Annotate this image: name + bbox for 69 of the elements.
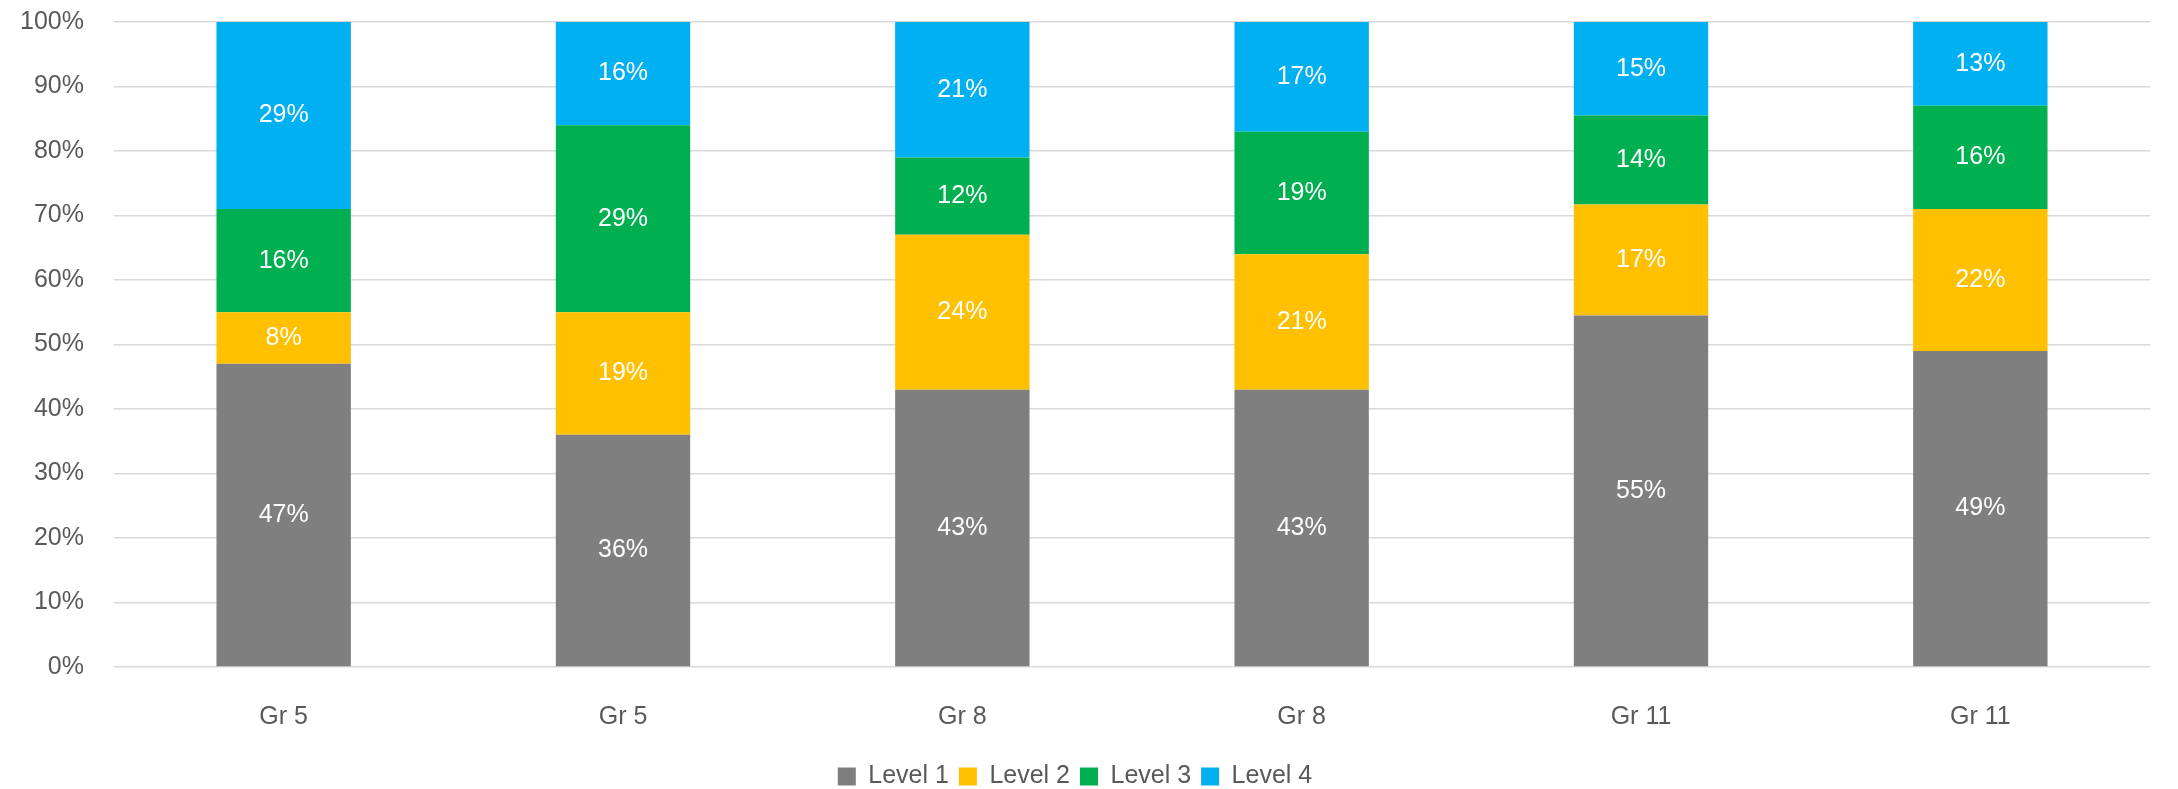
data-label: 13% (1955, 47, 2006, 76)
x-tick-label: Gr 8 (1277, 700, 1326, 729)
bar (1234, 131, 1369, 255)
bar (1573, 204, 1709, 316)
y-tick-label: 0% (47, 650, 84, 679)
data-label: 43% (1276, 511, 1327, 540)
bar (895, 389, 1030, 667)
data-label: 29% (258, 99, 309, 128)
bar (1573, 115, 1709, 205)
bar (1913, 105, 2048, 210)
data-label: 15% (1615, 52, 1667, 81)
bar (895, 234, 1030, 390)
y-tick-label: 80% (33, 134, 84, 163)
data-label: 47% (258, 498, 309, 527)
legend-label: Level 3 (1110, 760, 1192, 789)
data-label: 22% (1955, 263, 2006, 292)
bar (895, 157, 1030, 235)
legend-label: Level 1 (868, 760, 949, 789)
data-label: 19% (597, 357, 649, 386)
x-tick-label: Gr 8 (938, 700, 987, 729)
bar (1573, 22, 1709, 116)
y-tick-label: 90% (33, 70, 84, 99)
bar (555, 22, 691, 126)
bar (1234, 254, 1369, 390)
data-label: 16% (258, 244, 309, 273)
data-label: 19% (1276, 176, 1327, 205)
legend-label: Level 4 (1231, 760, 1313, 789)
bar (895, 22, 1030, 158)
y-tick-label: 50% (33, 328, 84, 357)
y-tick-label: 10% (33, 586, 84, 615)
x-tick-label: Gr 5 (598, 700, 648, 729)
bar (1573, 315, 1709, 667)
bar (555, 125, 691, 313)
x-tick-label: Gr 5 (259, 700, 308, 729)
legend-label: Level 2 (989, 760, 1071, 789)
data-label: 24% (937, 296, 988, 325)
data-label: 17% (1276, 60, 1327, 89)
data-label: 17% (1615, 243, 1667, 272)
bar (1234, 22, 1369, 132)
bar (216, 22, 351, 210)
bar (216, 209, 351, 313)
data-label: 16% (597, 57, 649, 86)
x-tick-label: Gr 11 (1950, 700, 2011, 729)
y-tick-label: 30% (33, 457, 84, 486)
data-label: 21% (937, 73, 988, 102)
y-tick-label: 40% (33, 392, 84, 421)
data-label: 55% (1615, 474, 1667, 503)
bar (555, 434, 691, 667)
y-tick-label: 100% (20, 5, 84, 34)
data-label: 14% (1615, 143, 1667, 172)
data-label: 21% (1276, 305, 1327, 334)
y-tick-label: 20% (33, 521, 84, 550)
data-label: 29% (597, 202, 649, 231)
bar (1234, 389, 1369, 667)
data-label: 49% (1955, 492, 2006, 521)
x-tick-label: Gr 11 (1610, 700, 1672, 729)
bar (216, 363, 351, 667)
data-label: 16% (1955, 141, 2006, 170)
bar (1913, 350, 2048, 667)
data-label: 36% (597, 534, 649, 563)
bar (555, 312, 691, 435)
bar (216, 312, 351, 364)
bar (1913, 209, 2048, 351)
data-label: 43% (937, 511, 988, 540)
data-label: 12% (937, 180, 988, 209)
data-label: 8% (265, 321, 302, 350)
y-tick-label: 60% (33, 263, 84, 292)
bar (1913, 22, 2048, 106)
y-tick-label: 70% (33, 199, 84, 228)
